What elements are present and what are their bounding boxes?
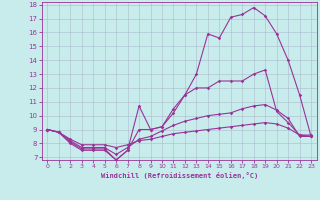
X-axis label: Windchill (Refroidissement éolien,°C): Windchill (Refroidissement éolien,°C): [100, 172, 258, 179]
